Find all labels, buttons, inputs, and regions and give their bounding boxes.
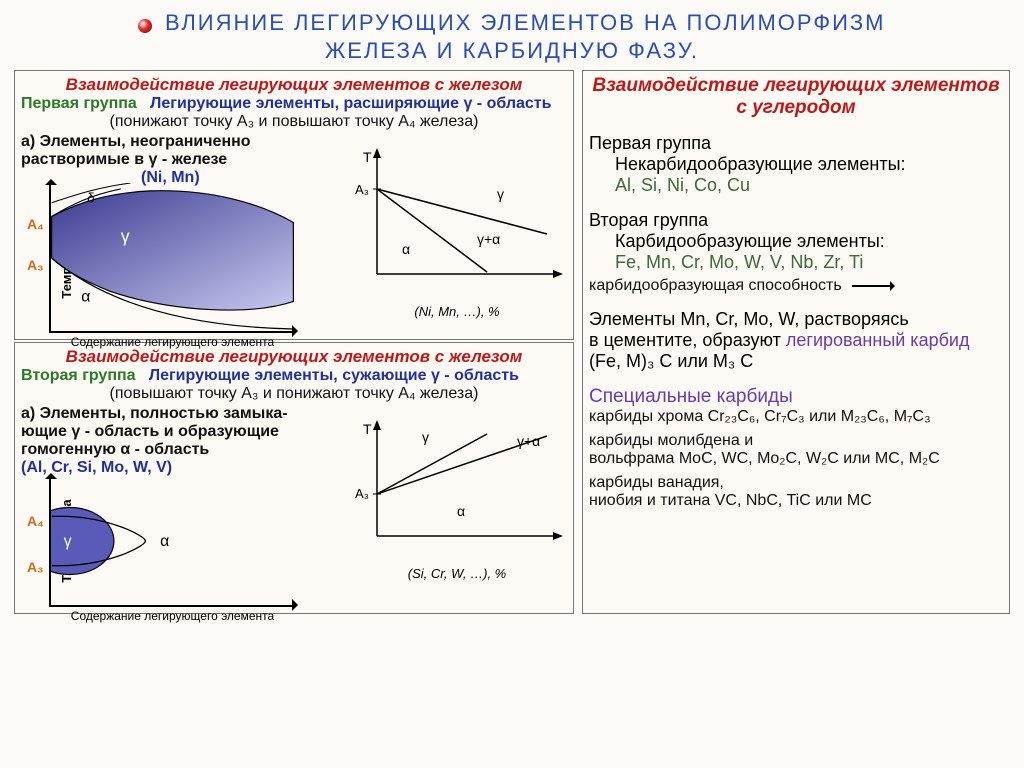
phase1-a4: A₄	[27, 216, 44, 232]
block1-casea2: растворимые в γ - железе	[21, 151, 341, 169]
block1-header: Взаимодействие легирующих элементов с же…	[21, 75, 567, 95]
para1c: (Fe, M)₃ C или M₃ C	[589, 351, 753, 371]
phase-diagram-2: Температура Содержание легирующего элеме…	[49, 477, 294, 607]
block2-casea3: гомогенную α - область	[21, 441, 341, 459]
block1-group-label: Первая группа	[21, 95, 137, 112]
schematic2-caption: (Si, Cr, W, …), %	[347, 566, 567, 581]
phase1-a3: A₃	[27, 257, 44, 273]
spec-header: Специальные карбиды	[589, 386, 1003, 408]
block2-group-label: Вторая группа	[21, 367, 136, 384]
phase2-a4: A₄	[27, 513, 44, 529]
block2-header: Взаимодействие легирующих элементов с же…	[21, 347, 567, 367]
phase-diagram-1: Температура Содержание легирующего элеме…	[49, 183, 294, 333]
phase2-a3: A₃	[27, 559, 44, 575]
block2-casea2: ющие γ - область и образующие	[21, 423, 341, 441]
spec3b: ниобия и титана VC, NbC, TiC или MC	[589, 492, 1003, 510]
schematic1-svg: T A₃ γ γ+α α	[347, 139, 567, 299]
block1-group: Первая группа Легирующие элементы, расши…	[21, 95, 567, 113]
block1-paren: (понижают точку A₃ и повышают точку A₄ ж…	[21, 113, 567, 131]
svg-text:A₃: A₃	[355, 182, 369, 197]
phase1-svg: δ γ α	[51, 183, 294, 331]
g2-arrow-text: карбидообразующая способность	[589, 277, 842, 294]
block2-panel: а) Элементы, полностью замыка- ющие γ - …	[21, 405, 567, 607]
arrow-right-icon	[852, 285, 892, 287]
phase1-xlabel: Содержание легирующего элемента	[51, 335, 294, 349]
g2-sub: Карбидообразующие элементы:	[615, 231, 1003, 252]
g2-label: Вторая группа	[589, 210, 1003, 231]
block2-group-text: Легирующие элементы, сужающие γ - област…	[149, 367, 519, 384]
columns: Взаимодействие легирующих элементов с же…	[14, 70, 1010, 614]
block2-casea1: а) Элементы, полностью замыка-	[21, 405, 341, 423]
svg-text:γ+α: γ+α	[477, 231, 500, 247]
left-column: Взаимодействие легирующих элементов с же…	[14, 70, 574, 614]
svg-text:γ: γ	[121, 226, 130, 246]
block2-paren: (повышают точку A₃ и понижают точку A₄ ж…	[21, 385, 567, 403]
block2-elems: (Al, Cr, Si, Mo, W, V)	[21, 459, 341, 477]
title-line1: ВЛИЯНИЕ ЛЕГИРУЮЩИХ ЭЛЕМЕНТОВ НА ПОЛИМОРФ…	[165, 10, 886, 35]
spec2a: карбиды молибдена и	[589, 432, 1003, 450]
svg-text:γ: γ	[497, 186, 504, 202]
g1-label: Первая группа	[589, 133, 1003, 154]
right-column: Взаимодействие легирующих элементов с уг…	[582, 70, 1010, 614]
g2-arrow: карбидообразующая способность	[589, 277, 1003, 295]
para1b: в цементите, образуют легированный карби…	[589, 330, 1003, 372]
svg-text:γ: γ	[64, 533, 72, 550]
title-line2-text: ЖЕЛЕЗА И КАРБИДНУЮ ФАЗУ	[325, 38, 691, 63]
block1-panel: а) Элементы, неограниченно растворимые в…	[21, 133, 567, 333]
schematic-1: T A₃ γ γ+α α (Ni, Mn, …), %	[347, 139, 567, 299]
block1-casea1: а) Элементы, неограниченно	[21, 133, 341, 151]
schematic1-caption: (Ni, Mn, …), %	[347, 304, 567, 319]
svg-text:α: α	[457, 503, 465, 519]
block1: Взаимодействие легирующих элементов с же…	[14, 70, 574, 340]
svg-text:α: α	[160, 533, 169, 550]
title-line2: ЖЕЛЕЗА И КАРБИДНУЮ ФАЗУ.	[14, 38, 1010, 64]
schematic2-svg: T A₃ γ γ+α α	[347, 411, 567, 561]
block2-phase-wrap: а) Элементы, полностью замыка- ющие γ - …	[21, 405, 341, 607]
spec3a: карбиды ванадия,	[589, 474, 1003, 492]
slide: ВЛИЯНИЕ ЛЕГИРУЮЩИХ ЭЛЕМЕНТОВ НА ПОЛИМОРФ…	[0, 0, 1024, 768]
g1-elems: Al, Si, Ni, Co, Cu	[615, 175, 1003, 196]
title-block: ВЛИЯНИЕ ЛЕГИРУЮЩИХ ЭЛЕМЕНТОВ НА ПОЛИМОРФ…	[14, 10, 1010, 64]
group2: Вторая группа Карбидообразующие элементы…	[589, 210, 1003, 295]
svg-text:T: T	[363, 149, 372, 165]
schematic-2: T A₃ γ γ+α α (Si, Cr, W, …), %	[347, 411, 567, 561]
svg-text:γ+α: γ+α	[517, 433, 540, 449]
group1: Первая группа Некарбидообразующие элемен…	[589, 133, 1003, 196]
g2-elems: Fe, Mn, Cr, Mo, W, V, Nb, Zr, Ti	[615, 252, 1003, 273]
para1-hl: легированный карбид	[786, 330, 970, 350]
spec1: карбиды хрома Cr₂₃C₆, Cr₇C₃ или M₂₃C₆, M…	[589, 408, 1003, 426]
spec2b: вольфрама MoC, WC, Mo₂C, W₂C или MC, M₂C	[589, 450, 1003, 468]
svg-text:α: α	[81, 288, 90, 305]
right-header: Взаимодействие легирующих элементов с уг…	[589, 75, 1003, 119]
svg-text:γ: γ	[422, 429, 429, 445]
block2: Взаимодействие легирующих элементов с же…	[14, 342, 574, 614]
phase2-xlabel: Содержание легирующего элемента	[51, 609, 294, 623]
block1-phase-wrap: а) Элементы, неограниченно растворимые в…	[21, 133, 341, 333]
svg-text:T: T	[363, 421, 372, 437]
title-dot: .	[691, 38, 699, 63]
para1a: Элементы Mn, Cr, Mo, W, растворяясь	[589, 309, 1003, 330]
block2-group: Вторая группа Легирующие элементы, сужаю…	[21, 367, 567, 385]
g1-sub: Некарбидообразующие элементы:	[615, 154, 1003, 175]
special-carbides: Специальные карбиды карбиды хрома Cr₂₃C₆…	[589, 386, 1003, 510]
phase2-svg: γ α	[51, 477, 294, 605]
svg-text:δ: δ	[87, 190, 95, 206]
block1-group-text: Легирующие элементы, расширяющие γ - обл…	[150, 95, 551, 112]
bullet-icon	[138, 19, 152, 33]
svg-text:α: α	[402, 241, 410, 257]
para1b-pre: в цементите, образуют	[589, 330, 786, 350]
svg-text:A₃: A₃	[355, 486, 369, 501]
legated-carbide: Элементы Mn, Cr, Mo, W, растворяясь в це…	[589, 309, 1003, 372]
